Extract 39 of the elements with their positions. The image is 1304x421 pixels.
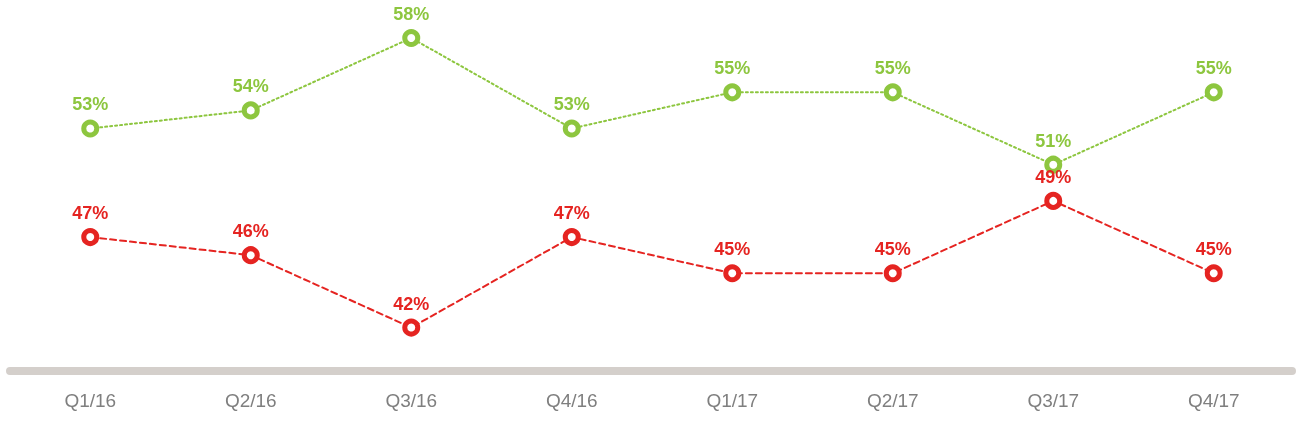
data-label: 53% [72,94,109,115]
data-label: 55% [1195,58,1232,79]
x-tick-label: Q3/16 [385,390,438,411]
data-label: 53% [553,94,590,115]
point [1204,83,1223,102]
x-tick-label: Q4/16 [545,390,598,411]
data-label: 45% [1195,239,1232,260]
point [723,264,742,283]
point [1204,264,1223,283]
data-label: 49% [1035,166,1072,187]
point [81,228,100,247]
data-label: 55% [714,58,751,79]
x-tick-label: Q4/17 [1187,390,1240,411]
data-label: 55% [874,58,911,79]
x-tick-label: Q1/17 [706,390,759,411]
x-tick-label: Q1/16 [64,390,117,411]
point [562,228,581,247]
data-label: 47% [553,203,590,224]
point [723,83,742,102]
data-label: 45% [874,239,911,260]
x-tick-label: Q2/17 [866,390,919,411]
data-label: 51% [1035,130,1072,151]
point [81,119,100,138]
point [402,29,421,47]
data-label: 45% [714,239,751,260]
point [883,83,902,102]
point [883,264,902,283]
x-tick-label: Q3/17 [1027,390,1080,411]
data-label: 46% [232,221,269,242]
data-label: 42% [393,293,430,314]
point [562,119,581,138]
point [1044,191,1063,210]
point [241,101,260,120]
data-label: 47% [72,203,109,224]
data-label: 58% [393,4,430,24]
data-label: 54% [232,76,269,97]
point [402,318,421,337]
point [241,246,260,265]
x-tick-label: Q2/16 [224,390,277,411]
